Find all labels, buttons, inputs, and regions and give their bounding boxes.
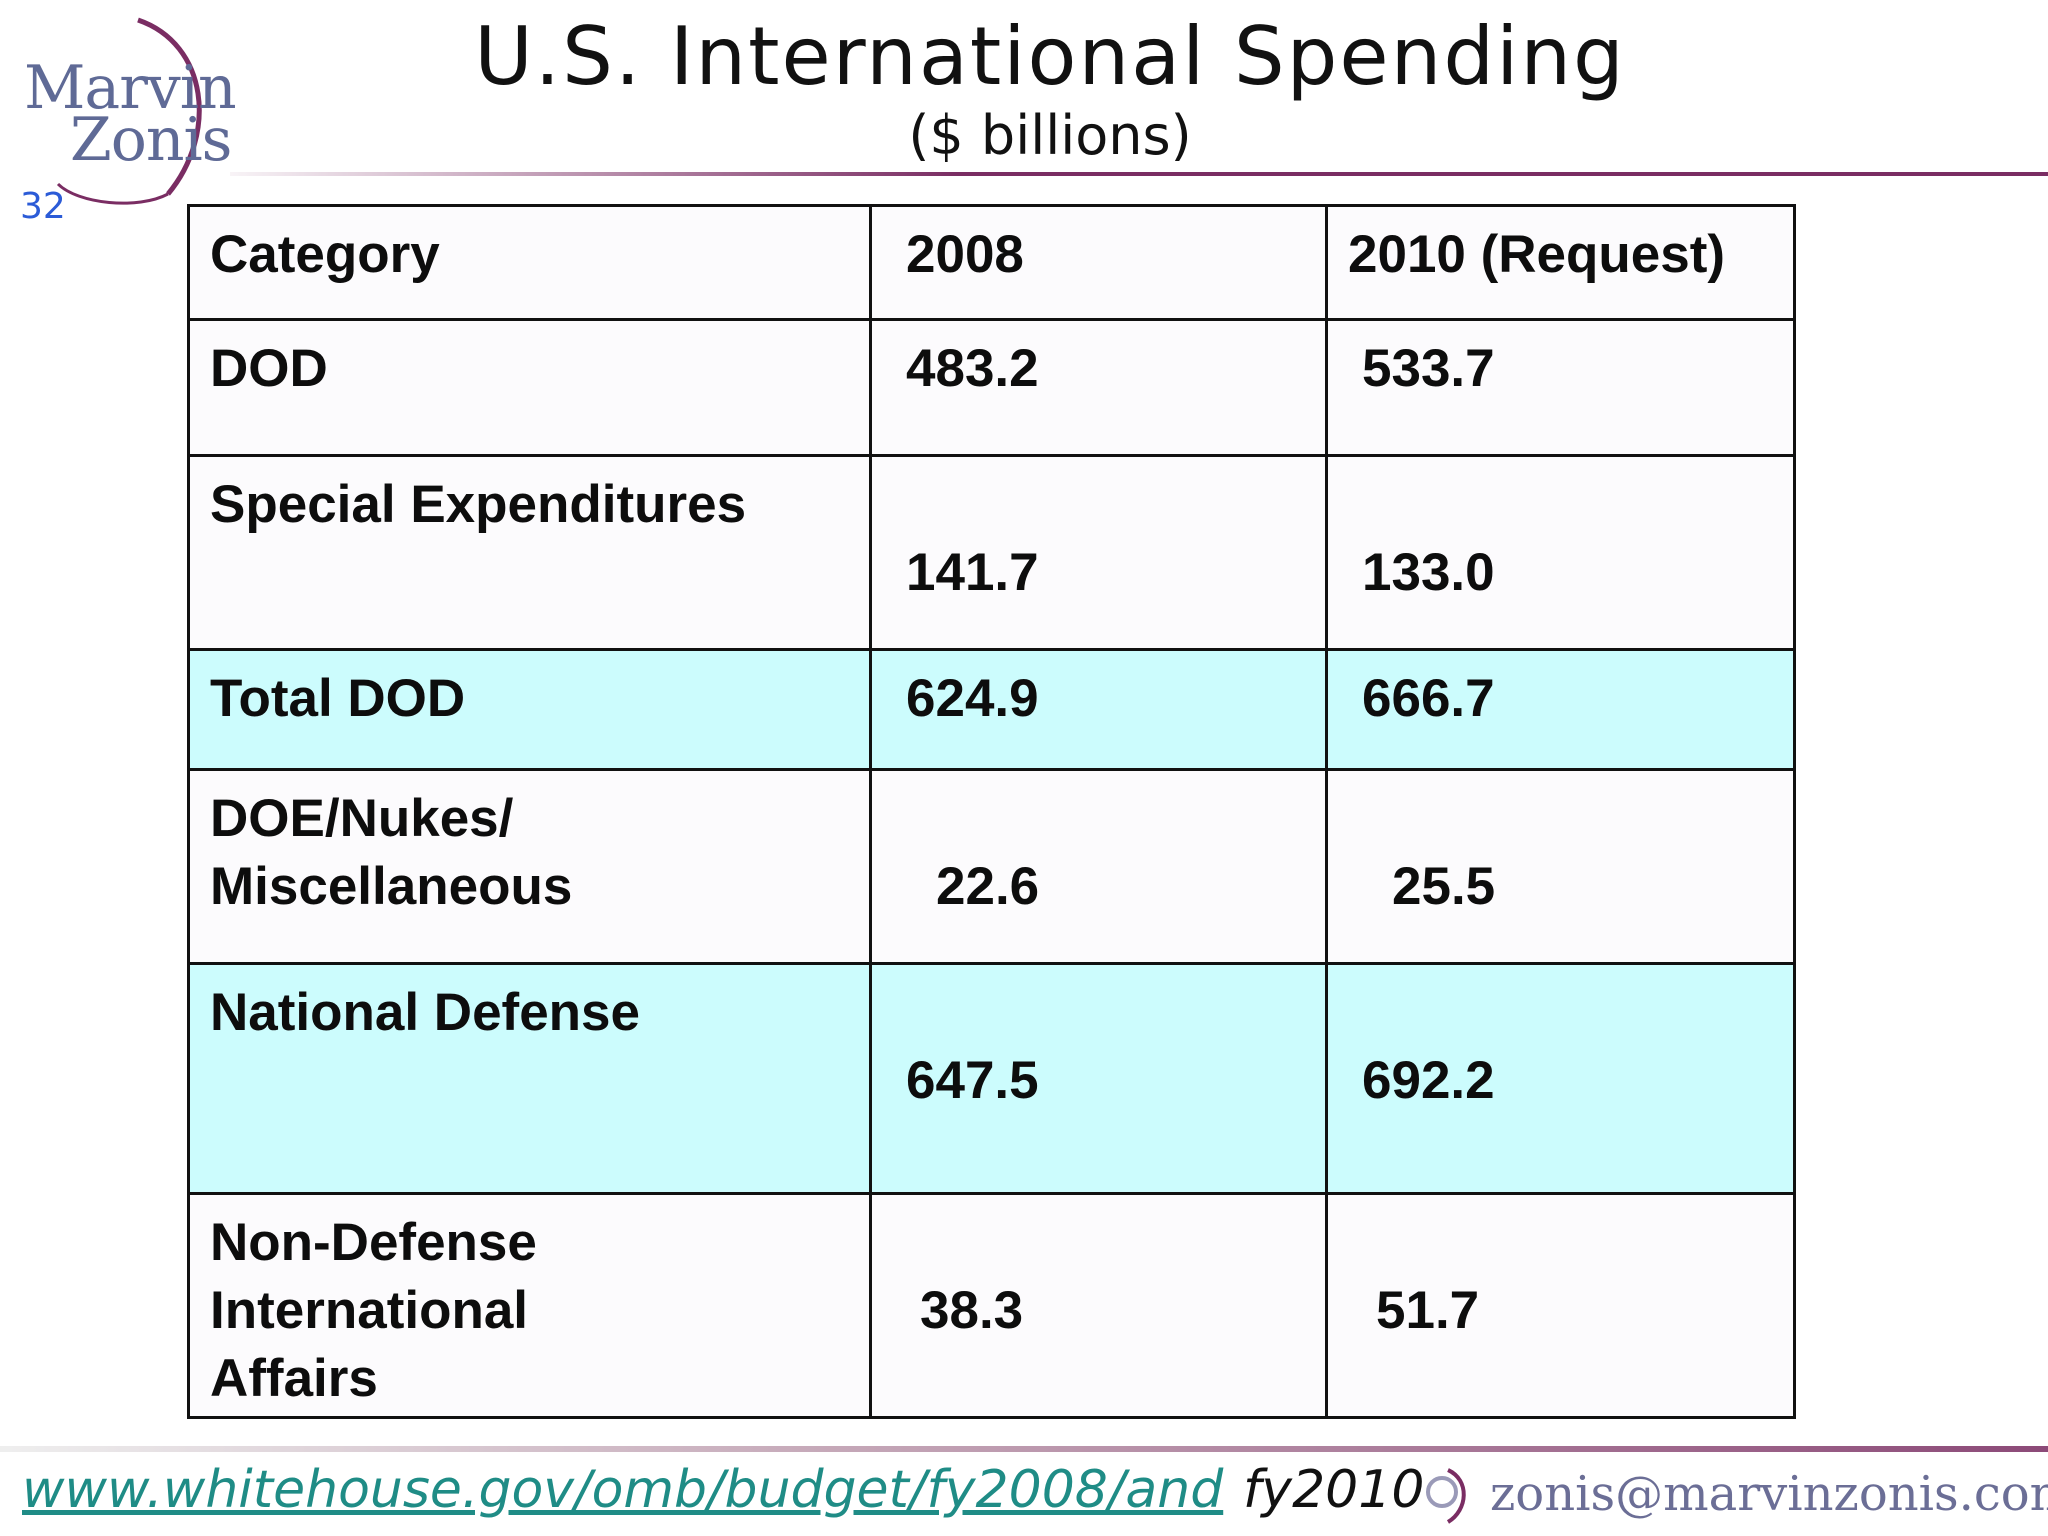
table-row: Non-Defense International Affairs 38.3 5… — [187, 1192, 1796, 1419]
source-link-tail: fy2010 — [1243, 1460, 1425, 1520]
row-category: Special Expenditures — [187, 454, 872, 651]
logo-swoosh-icon — [56, 17, 202, 205]
row-value-2008: 22.6 — [869, 768, 1328, 965]
slide-title: U.S. International Spending — [474, 10, 1626, 103]
header-2008: 2008 — [869, 204, 1328, 321]
logo-word-marvin: Marvin — [24, 53, 237, 123]
spending-table: Category 2008 2010 (Request) DOD 483.2 5… — [187, 204, 1796, 1419]
marvin-zonis-logo: Marvin Zonis — [18, 14, 248, 205]
row-value-2010: 25.5 — [1325, 768, 1796, 965]
header-2010: 2010 (Request) — [1325, 204, 1796, 321]
row-value-2008: 624.9 — [869, 648, 1328, 771]
row-category: Non-Defense International Affairs — [187, 1192, 872, 1419]
row-value-2010: 533.7 — [1325, 318, 1796, 457]
header-category: Category — [187, 204, 872, 321]
row-value-2008: 647.5 — [869, 962, 1328, 1195]
row-value-2010: 692.2 — [1325, 962, 1796, 1195]
footer-swoosh-icon — [1418, 1466, 1478, 1530]
row-value-2008: 38.3 — [869, 1192, 1328, 1419]
logo-word-zonis: Zonis — [70, 105, 232, 175]
table-header-row: Category 2008 2010 (Request) — [187, 204, 1796, 321]
table-row: DOE/Nukes/ Miscellaneous 22.6 25.5 — [187, 768, 1796, 965]
row-value-2010: 133.0 — [1325, 454, 1796, 651]
row-value-2008: 483.2 — [869, 318, 1328, 457]
slide-subtitle: ($ billions) — [908, 104, 1192, 167]
row-value-2008: 141.7 — [869, 454, 1328, 651]
top-divider — [230, 172, 2048, 176]
table-row: Special Expenditures 141.7 133.0 — [187, 454, 1796, 651]
table-row-national-defense: National Defense 647.5 692.2 — [187, 962, 1796, 1195]
row-category: DOE/Nukes/ Miscellaneous — [187, 768, 872, 965]
row-value-2010: 666.7 — [1325, 648, 1796, 771]
source-link[interactable]: www.whitehouse.gov/omb/budget/fy2008/and — [22, 1460, 1224, 1520]
row-value-2010: 51.7 — [1325, 1192, 1796, 1419]
row-category: National Defense — [187, 962, 872, 1195]
table-row-total-dod: Total DOD 624.9 666.7 — [187, 648, 1796, 771]
contact-email: zonis@marvinzonis.com — [1490, 1466, 2048, 1522]
row-category: DOD — [187, 318, 872, 457]
row-category: Total DOD — [187, 648, 872, 771]
slide-number: 32 — [20, 186, 66, 227]
bottom-divider — [0, 1446, 2048, 1452]
table-row: DOD 483.2 533.7 — [187, 318, 1796, 457]
